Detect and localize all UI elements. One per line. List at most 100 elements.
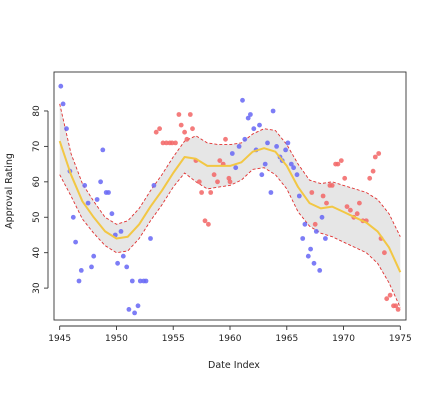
y-tick-label: 50: [32, 211, 42, 223]
data-point: [308, 246, 313, 252]
data-point: [342, 175, 348, 181]
data-point: [217, 158, 223, 164]
data-point: [370, 168, 376, 174]
data-point: [208, 190, 214, 195]
data-point: [164, 140, 169, 146]
data-point: [100, 147, 106, 153]
data-point: [313, 229, 319, 234]
data-point: [324, 200, 329, 206]
x-axis-label: Date Index: [208, 360, 260, 371]
smooth-line: [58, 140, 402, 273]
data-point: [372, 154, 378, 160]
data-point: [348, 207, 353, 213]
data-point: [98, 179, 103, 185]
y-axis-label: Approval Rating: [4, 153, 15, 229]
data-point: [296, 193, 302, 199]
data-point: [169, 140, 175, 146]
data-point: [178, 122, 184, 128]
data-point: [173, 140, 178, 146]
data-point: [262, 161, 268, 167]
data-point: [227, 179, 233, 185]
data-point: [143, 278, 149, 284]
data-point: [82, 183, 88, 188]
data-point: [245, 115, 251, 121]
data-point: [274, 144, 279, 149]
x-tick-label: 1975: [389, 334, 412, 344]
data-point: [176, 112, 182, 117]
x-tick-label: 1965: [275, 334, 298, 344]
data-point: [387, 292, 393, 298]
band-upper-edge: [59, 103, 401, 237]
data-point: [137, 278, 143, 284]
data-point: [91, 253, 97, 259]
x-tick-label: 1955: [162, 334, 185, 344]
data-point: [58, 83, 64, 89]
data-point: [233, 165, 239, 171]
data-point: [317, 268, 323, 273]
data-point: [129, 278, 135, 284]
data-point: [329, 183, 335, 188]
data-point: [64, 126, 69, 132]
data-point: [211, 172, 217, 178]
data-point: [285, 140, 291, 146]
data-point: [229, 151, 235, 156]
data-point: [160, 140, 166, 146]
data-point: [115, 260, 120, 266]
band-lower-edge: [59, 167, 401, 308]
data-point: [236, 144, 242, 149]
data-point: [335, 161, 341, 167]
data-point: [124, 264, 130, 270]
data-point: [309, 190, 315, 195]
data-point: [148, 236, 153, 241]
data-point: [85, 200, 91, 206]
data-point: [300, 236, 306, 241]
data-point: [60, 101, 66, 107]
y-tick-label: 80: [32, 105, 42, 117]
data-point: [215, 179, 220, 185]
data-point: [135, 303, 141, 309]
data-point: [151, 183, 157, 188]
data-point: [126, 307, 132, 312]
data-point: [118, 229, 124, 234]
data-point: [265, 140, 270, 146]
data-point: [94, 197, 100, 202]
data-point: [78, 268, 84, 273]
data-point: [367, 175, 373, 181]
data-point: [291, 165, 296, 171]
data-point: [257, 122, 262, 128]
data-point: [344, 204, 350, 210]
x-tick-label: 1970: [332, 334, 355, 344]
data-point: [357, 200, 362, 206]
data-point: [302, 221, 308, 227]
y-tick-label: 60: [32, 176, 42, 188]
x-tick-label: 1950: [105, 334, 128, 344]
data-point: [268, 190, 274, 195]
data-point: [106, 190, 111, 195]
data-point: [242, 136, 248, 142]
data-point: [182, 129, 188, 135]
data-point: [294, 172, 300, 178]
data-point: [120, 253, 126, 259]
y-tick-label: 30: [32, 282, 42, 294]
data-point: [196, 179, 202, 185]
data-point: [384, 296, 390, 302]
data-point: [184, 136, 190, 142]
data-point: [206, 221, 211, 227]
data-point: [288, 161, 294, 167]
data-point: [132, 310, 138, 316]
data-point: [320, 193, 326, 199]
data-point: [157, 126, 163, 132]
data-point: [393, 303, 399, 309]
data-point: [259, 172, 265, 178]
data-point: [223, 136, 228, 142]
data-point: [89, 264, 94, 270]
y-tick-label: 70: [32, 140, 42, 152]
data-point: [323, 236, 328, 241]
x-tick-label: 1960: [219, 334, 242, 344]
data-point: [73, 239, 78, 245]
data-point: [76, 278, 82, 284]
data-point: [70, 214, 76, 220]
y-tick-label: 40: [32, 247, 42, 259]
data-point: [395, 307, 401, 312]
data-point: [109, 211, 115, 217]
